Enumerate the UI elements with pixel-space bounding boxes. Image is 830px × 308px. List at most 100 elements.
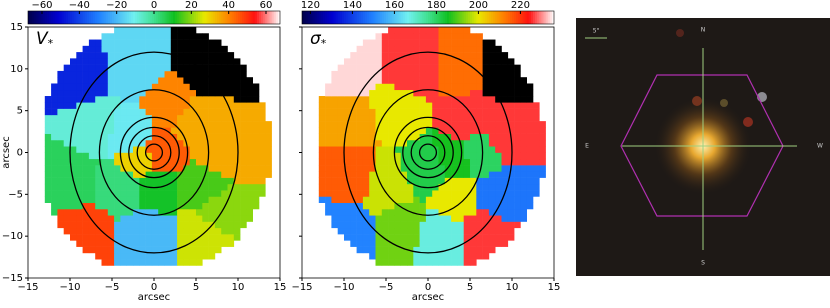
- colorbar-slice: [308, 11, 311, 24]
- bin-pixel: [394, 127, 401, 134]
- bin-pixel: [221, 171, 228, 178]
- colorbar-slice: [438, 11, 441, 24]
- bin-pixel: [507, 108, 515, 116]
- bin-pixel: [101, 102, 109, 109]
- bin-pixel: [413, 139, 420, 147]
- bin-pixel: [463, 133, 471, 141]
- bin-pixel: [139, 227, 146, 235]
- bin-pixel: [208, 146, 216, 153]
- bin-pixel: [227, 165, 235, 172]
- bin-pixel: [139, 259, 146, 266]
- colorbar-slice: [318, 11, 322, 24]
- bin-pixel: [158, 259, 165, 266]
- bin-pixel: [170, 215, 178, 222]
- bin-pixel: [507, 70, 515, 78]
- bin-pixel: [318, 146, 326, 153]
- bin-pixel: [164, 177, 172, 185]
- bin-pixel: [526, 133, 534, 141]
- bin-pixel: [356, 177, 364, 185]
- bin-pixel: [101, 234, 109, 241]
- bin-pixel: [413, 215, 420, 222]
- bin-pixel: [214, 121, 222, 128]
- colorbar-slice: [265, 11, 268, 24]
- bin-pixel: [57, 158, 64, 166]
- bin-pixel: [139, 246, 146, 254]
- bin-pixel: [470, 39, 477, 47]
- colorbar-slice: [168, 11, 172, 24]
- bin-pixel: [82, 227, 90, 235]
- bin-pixel: [344, 114, 351, 122]
- bin-pixel: [196, 165, 203, 172]
- panel-label-main: σ: [310, 29, 322, 49]
- bin-pixel: [476, 183, 483, 191]
- bin-pixel: [57, 102, 64, 109]
- bin-pixel: [170, 196, 178, 203]
- bin-pixel: [214, 70, 222, 78]
- bin-pixel: [107, 64, 115, 72]
- colorbar-slice: [34, 11, 37, 24]
- colorbar-slice: [425, 11, 429, 24]
- bin-pixel: [425, 158, 433, 166]
- bin-pixel: [476, 77, 483, 84]
- colorbar-slice: [269, 11, 272, 24]
- bin-pixel: [369, 252, 376, 260]
- bin-pixel: [369, 45, 376, 53]
- bin-pixel: [88, 183, 96, 191]
- bin-pixel: [413, 259, 420, 266]
- bin-pixel: [482, 58, 490, 65]
- bin-pixel: [44, 152, 52, 160]
- bin-pixel: [133, 215, 140, 222]
- bin-pixel: [114, 240, 121, 247]
- bin-pixel: [400, 127, 408, 134]
- bin-pixel: [413, 83, 420, 91]
- bin-pixel: [88, 165, 96, 172]
- compass-e: E: [585, 143, 589, 150]
- colorbar-slice: [335, 11, 339, 24]
- colorbar-slice: [512, 11, 515, 24]
- colorbar-slice: [491, 11, 494, 24]
- bin-pixel: [331, 165, 338, 172]
- bin-pixel: [101, 58, 109, 65]
- bin-pixel: [208, 64, 216, 72]
- bin-pixel: [151, 177, 159, 185]
- bin-pixel: [413, 58, 420, 65]
- bin-pixel: [432, 64, 439, 72]
- bin-pixel: [70, 227, 77, 235]
- bin-pixel: [233, 208, 241, 216]
- bin-pixel: [120, 45, 127, 53]
- bin-pixel: [133, 133, 140, 141]
- bin-pixel: [457, 70, 464, 78]
- bin-pixel: [344, 158, 351, 166]
- bin-pixel: [325, 102, 332, 109]
- bin-pixel: [44, 114, 52, 122]
- bin-pixel: [407, 165, 414, 172]
- bin-pixel: [413, 77, 420, 84]
- bin-pixel: [63, 183, 71, 191]
- bin-pixel: [107, 89, 115, 97]
- bin-pixel: [526, 83, 534, 91]
- bin-pixel: [227, 64, 235, 72]
- bin-pixel: [438, 196, 446, 203]
- bin-pixel: [381, 146, 389, 153]
- bin-pixel: [44, 158, 52, 166]
- bin-pixel: [177, 146, 184, 153]
- colorbar-slice: [42, 11, 46, 24]
- bin-pixel: [240, 146, 247, 153]
- bin-pixel: [425, 171, 433, 178]
- bin-pixel: [400, 215, 408, 222]
- bin-pixel: [501, 183, 509, 191]
- bin-pixel: [101, 70, 109, 78]
- bin-pixel: [95, 208, 102, 216]
- bin-pixel: [208, 70, 216, 78]
- bin-pixel: [495, 139, 502, 147]
- bin-pixel: [425, 240, 433, 247]
- bin-pixel: [432, 202, 439, 210]
- bin-pixel: [463, 108, 471, 116]
- colorbar-slice: [175, 11, 178, 24]
- bin-pixel: [101, 227, 109, 235]
- bin-pixel: [189, 102, 197, 109]
- bin-pixel: [325, 127, 332, 134]
- bin-pixel: [488, 64, 496, 72]
- colorbar-slice: [200, 11, 203, 24]
- bin-pixel: [507, 152, 515, 160]
